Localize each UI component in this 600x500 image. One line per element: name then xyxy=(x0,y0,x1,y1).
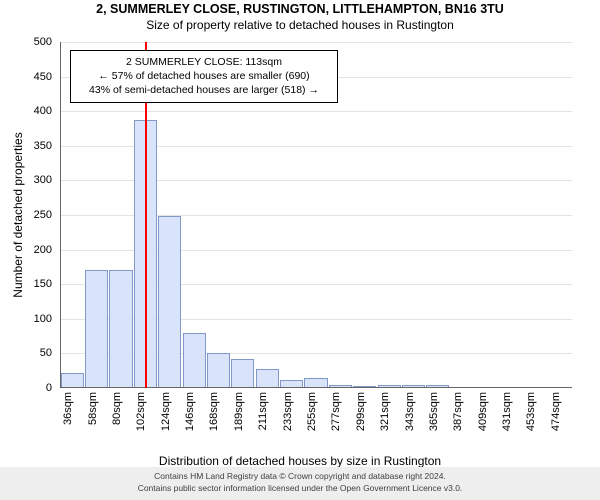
bar xyxy=(231,359,254,388)
x-tick-label: 409sqm xyxy=(477,392,489,431)
x-tick-label: 365sqm xyxy=(428,392,440,431)
x-tick-label: 233sqm xyxy=(282,392,294,431)
annotation-line: ← 57% of detached houses are smaller (69… xyxy=(77,69,331,83)
x-tick-label: 387sqm xyxy=(452,392,464,431)
annotation-line: 2 SUMMERLEY CLOSE: 113sqm xyxy=(77,55,331,69)
y-tick-label: 350 xyxy=(34,140,52,152)
bar xyxy=(158,216,181,388)
footer: Contains HM Land Registry data © Crown c… xyxy=(0,467,600,500)
x-tick-labels: 36sqm 58sqm 80sqm 102sqm 124sqm 146sqm 168sqm 1… xyxy=(60,388,572,448)
x-tick-label: 299sqm xyxy=(355,392,367,431)
chart-wrap: 2, SUMMERLEY CLOSE, RUSTINGTON, LITTLEHA… xyxy=(0,0,600,500)
title-sub: Size of property relative to detached ho… xyxy=(0,18,600,32)
y-tick-label: 300 xyxy=(34,174,52,186)
x-tick-label: 58sqm xyxy=(87,392,99,425)
y-tick-label: 250 xyxy=(34,209,52,221)
bar xyxy=(183,333,206,388)
x-tick-label: 474sqm xyxy=(550,392,562,431)
x-tick-label: 211sqm xyxy=(257,392,269,430)
annotation-box: 2 SUMMERLEY CLOSE: 113sqm← 57% of detach… xyxy=(70,50,338,103)
x-tick-label: 431sqm xyxy=(501,392,513,431)
x-tick-label: 36sqm xyxy=(62,392,74,425)
title-main: 2, SUMMERLEY CLOSE, RUSTINGTON, LITTLEHA… xyxy=(0,2,600,16)
x-tick-label: 343sqm xyxy=(404,392,416,431)
y-tick-label: 50 xyxy=(40,347,52,359)
y-tick-label: 0 xyxy=(46,382,52,394)
x-tick-label: 102sqm xyxy=(135,392,147,431)
y-tick-label: 200 xyxy=(34,244,52,256)
bar xyxy=(61,373,84,388)
title-block: 2, SUMMERLEY CLOSE, RUSTINGTON, LITTLEHA… xyxy=(0,2,600,32)
x-tick-label: 255sqm xyxy=(306,392,318,431)
x-axis-title: Distribution of detached houses by size … xyxy=(0,454,600,468)
x-tick-label: 146sqm xyxy=(184,392,196,431)
x-tick-label: 189sqm xyxy=(233,392,245,431)
y-tick-label: 450 xyxy=(34,71,52,83)
bar xyxy=(256,369,279,388)
y-tick-label: 100 xyxy=(34,313,52,325)
bar xyxy=(109,270,132,388)
x-tick-label: 124sqm xyxy=(160,392,172,431)
x-tick-label: 168sqm xyxy=(208,392,220,431)
y-axis-line xyxy=(60,42,61,388)
footer-line-2: Contains public sector information licen… xyxy=(0,483,600,494)
y-tick-label: 500 xyxy=(34,36,52,48)
y-axis-title: Number of detached properties xyxy=(11,132,25,297)
bar xyxy=(207,353,230,388)
y-tick-label: 400 xyxy=(34,105,52,117)
x-tick-label: 277sqm xyxy=(330,392,342,431)
x-tick-label: 80sqm xyxy=(111,392,123,425)
x-tick-label: 321sqm xyxy=(379,392,391,431)
footer-line-1: Contains HM Land Registry data © Crown c… xyxy=(0,471,600,482)
annotation-line: 43% of semi-detached houses are larger (… xyxy=(77,83,331,97)
plot-area: 050100150200250300350400450500 2 SUMMERL… xyxy=(60,42,572,388)
bar xyxy=(85,270,108,388)
y-tick-label: 150 xyxy=(34,278,52,290)
x-tick-label: 453sqm xyxy=(525,392,537,431)
